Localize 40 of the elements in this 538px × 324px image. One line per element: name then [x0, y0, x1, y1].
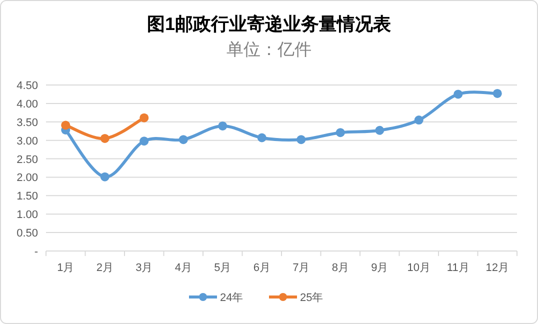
chart-subtitle: 单位：亿件 — [226, 40, 312, 59]
point — [414, 116, 424, 125]
point — [492, 88, 502, 98]
y-tick-label: - — [34, 246, 38, 258]
point — [218, 121, 228, 130]
point — [336, 128, 345, 138]
y-tick-label: 2.50 — [16, 154, 38, 166]
x-tick-label: 10月 — [407, 262, 430, 274]
x-tick-label: 5月 — [214, 262, 232, 274]
y-tick-label: 1.50 — [16, 190, 38, 203]
x-tick-label: 11月 — [446, 262, 470, 274]
y-tick-label: 4.50 — [16, 80, 38, 92]
y-tick-label: 4.00 — [16, 98, 38, 110]
y-tick-label: 1.00 — [16, 209, 38, 222]
point — [100, 172, 110, 182]
x-tick-label: 7月 — [292, 262, 310, 274]
point — [140, 136, 149, 146]
legend-label: 24年 — [220, 292, 244, 304]
x-tick-label: 1月 — [57, 262, 74, 274]
point — [61, 120, 70, 130]
point — [178, 135, 188, 144]
legend-label: 25年 — [300, 292, 324, 304]
point — [100, 134, 110, 143]
x-tick-label: 9月 — [371, 262, 388, 274]
point — [257, 133, 266, 142]
x-tick-label: 8月 — [332, 262, 349, 274]
y-tick-label: 2.00 — [16, 172, 38, 184]
point — [375, 126, 384, 135]
y-tick-label: 0.50 — [16, 228, 38, 240]
x-tick-label: 3月 — [136, 262, 153, 274]
point — [140, 113, 149, 122]
x-tick-label: 4月 — [174, 262, 192, 274]
x-tick-label: 12月 — [486, 262, 509, 274]
point — [454, 90, 463, 99]
x-tick-label: 2月 — [96, 262, 114, 274]
point — [296, 135, 306, 144]
y-tick-label: 3.50 — [16, 116, 38, 129]
y-tick-label: 3.00 — [16, 135, 38, 148]
chart-title: 图1邮政行业寄递业务量情况表 — [146, 14, 392, 34]
x-tick-label: 6月 — [253, 262, 270, 274]
